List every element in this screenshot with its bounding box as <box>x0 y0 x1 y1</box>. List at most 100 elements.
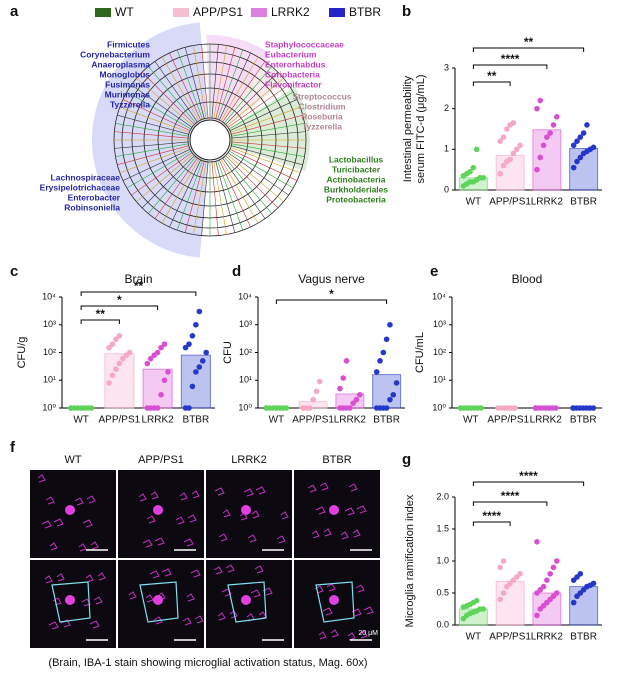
data-point <box>380 349 387 356</box>
tree-branch <box>141 71 195 125</box>
microglia <box>138 493 147 502</box>
tree-branch <box>131 84 193 128</box>
taxon-label: Lachnospiraceae <box>51 172 121 182</box>
data-point <box>547 571 553 577</box>
significance-label: * <box>329 287 334 301</box>
y-tick-label: 2.0 <box>436 491 449 501</box>
microglia <box>142 539 153 548</box>
taxon-label: Murimonas <box>105 89 151 99</box>
data-point <box>199 358 206 364</box>
data-point <box>383 336 390 343</box>
y-tick-label: 0.0 <box>436 619 449 629</box>
microglia <box>128 591 137 600</box>
y-tick-label: 10² <box>239 347 252 357</box>
data-point <box>189 332 196 339</box>
column-label: BTBR <box>322 454 351 466</box>
significance-bracket <box>472 481 585 486</box>
tree-branch <box>222 157 266 219</box>
microglia <box>356 505 367 514</box>
data-point <box>109 341 116 347</box>
tree-branch <box>231 143 305 157</box>
data-point <box>553 405 559 411</box>
data-point <box>457 405 464 411</box>
taxon-label: Flavonifractor <box>265 79 322 89</box>
cell-body <box>329 595 339 605</box>
tree-branch <box>148 66 197 124</box>
tree-branch <box>131 152 193 196</box>
microglia <box>183 538 194 547</box>
data-point <box>310 396 316 403</box>
data-point <box>537 154 544 161</box>
data-point <box>504 126 510 132</box>
cell-outline <box>315 581 355 623</box>
microglia <box>56 573 65 582</box>
y-tick-label: 10⁰ <box>238 402 252 412</box>
taxon-label: Proteobacteria <box>326 194 386 204</box>
tree-branch <box>193 161 207 235</box>
data-point <box>534 539 540 545</box>
microglia <box>218 533 228 542</box>
tree-branch <box>230 106 301 133</box>
tree-branch <box>193 45 207 119</box>
tree-branch <box>148 156 197 214</box>
tree-branch <box>217 49 244 120</box>
data-point <box>497 596 504 603</box>
microglia <box>352 529 361 538</box>
taxon-label: Tyzzerella <box>302 121 342 131</box>
significance-bracket <box>80 319 120 324</box>
data-point <box>574 138 580 144</box>
microglia <box>359 630 368 639</box>
tree-branch <box>211 44 219 119</box>
data-point <box>570 599 577 606</box>
data-point <box>577 134 584 140</box>
y-axis-label: CFU/mL <box>414 332 426 373</box>
taxon-label: Anaeroplasma <box>91 59 150 69</box>
y-tick-label: 10¹ <box>239 375 252 385</box>
data-point <box>158 344 164 351</box>
microglia <box>254 565 264 574</box>
data-point <box>534 105 540 112</box>
legend-swatch <box>95 8 111 17</box>
taxon-label: Actinobacteria <box>326 174 385 184</box>
tree-branch <box>215 161 236 233</box>
significance-label: **** <box>501 52 520 66</box>
data-point <box>534 612 540 619</box>
data-point <box>154 349 161 356</box>
tree-branch <box>215 47 236 119</box>
clade-highlight <box>210 87 310 171</box>
y-tick-label: 3 <box>444 62 449 72</box>
microglia <box>44 575 53 584</box>
data-point <box>534 166 540 173</box>
microglia <box>37 474 46 483</box>
significance-label: ** <box>134 279 144 293</box>
tree-branch <box>176 160 203 231</box>
microglia <box>149 570 160 579</box>
bar <box>372 374 402 409</box>
y-tick-label: 10⁰ <box>432 402 446 412</box>
x-tick-label: BTBR <box>570 197 597 208</box>
microglia <box>93 596 103 605</box>
microglia <box>213 566 223 575</box>
tree-branch <box>227 84 289 128</box>
tree-branch <box>231 131 306 139</box>
taxon-label: Roseburia <box>301 111 343 121</box>
microglia <box>243 488 254 497</box>
significance-label: **** <box>482 509 501 523</box>
microglia <box>217 612 226 621</box>
data-point <box>574 158 580 165</box>
data-point <box>540 142 547 149</box>
significance-label: * <box>117 293 122 307</box>
panel-label: c <box>10 263 18 280</box>
microglia <box>239 512 248 521</box>
microglia <box>187 514 197 523</box>
tree-branch <box>213 161 227 235</box>
significance-bracket <box>275 299 388 304</box>
data-point <box>550 122 557 128</box>
tree-branch <box>117 114 189 135</box>
data-point <box>165 369 171 375</box>
data-point <box>517 142 523 149</box>
data-point <box>584 122 590 128</box>
data-point <box>144 360 151 367</box>
data-point <box>480 175 487 181</box>
significance-label: ** <box>524 35 534 49</box>
